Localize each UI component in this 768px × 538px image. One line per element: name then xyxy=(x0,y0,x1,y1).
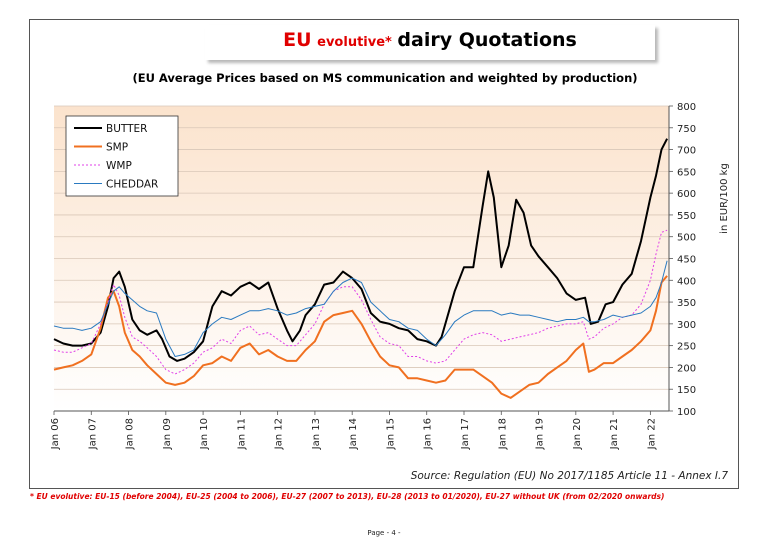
x-tick-label: Jan 09 xyxy=(162,418,173,450)
x-tick-label: Jan 13 xyxy=(311,418,322,450)
y-tick-label: 700 xyxy=(677,146,696,157)
y-tick-label: 650 xyxy=(677,167,696,178)
x-tick-label: Jan 12 xyxy=(274,418,285,450)
x-tick-label: Jan 21 xyxy=(609,418,620,450)
x-tick-label: Jan 14 xyxy=(348,418,359,450)
chart-title: EU evolutive* dairy Quotations xyxy=(205,29,655,51)
legend-box xyxy=(65,115,179,197)
source-note: Source: Regulation (EU) No 2017/1185 Art… xyxy=(410,470,728,482)
x-tick-label: Jan 17 xyxy=(460,418,471,450)
chart-subtitle: (EU Average Prices based on MS communica… xyxy=(132,71,638,85)
title-eu: EU xyxy=(283,29,312,51)
legend: BUTTER SMP WMP CHEDDAR xyxy=(65,115,179,197)
chart-svg: 100 150 200 250 300 350 400 450 500 550 600 650 700 7… xyxy=(50,102,730,450)
axes-group: 100 150 200 250 300 350 400 450 500 550 600 650 700 7… xyxy=(50,102,730,450)
series-line-smp xyxy=(53,275,668,399)
x-tick-label: Jan 15 xyxy=(385,418,396,450)
title-dairy-quotations: dairy Quotations xyxy=(397,29,577,51)
x-tick-label: Jan 08 xyxy=(125,418,136,450)
y-tick-label: 400 xyxy=(677,276,696,287)
grid-lines xyxy=(54,105,669,412)
x-tick-label: Jan 19 xyxy=(535,418,546,450)
series-line-butter xyxy=(53,138,668,362)
y-tick-label: 250 xyxy=(677,342,696,353)
y-tick-label: 100 xyxy=(677,407,696,418)
x-tick-label: Jan 22 xyxy=(646,418,657,450)
footnote: * EU evolutive: EU-15 (before 2004), EU-… xyxy=(30,492,665,501)
series-group xyxy=(53,138,668,399)
y-tick-label: 300 xyxy=(677,320,696,331)
page-number: Page - 4 - xyxy=(367,529,401,537)
y-tick-label: 750 xyxy=(677,124,696,135)
y-tick-label: 450 xyxy=(677,255,696,266)
y-tick-label: 600 xyxy=(677,189,696,200)
y-tick-label: 150 xyxy=(677,385,696,396)
x-tick-label: Jan 10 xyxy=(199,418,210,450)
x-tick-label: Jan 06 xyxy=(50,418,61,450)
x-tick-label: Jan 18 xyxy=(497,418,508,450)
series-line-wmp xyxy=(53,229,668,375)
chart-frame: 100 150 200 250 300 350 400 450 500 550 600 650 700 7… xyxy=(29,19,739,489)
y-tick-label: 500 xyxy=(677,233,696,244)
x-tick-label: Jan 11 xyxy=(236,418,247,450)
legend-label-wmp: WMP xyxy=(106,160,132,172)
y-axis-label: in EUR/100 kg xyxy=(719,163,730,234)
title-box: EU evolutive* dairy Quotations xyxy=(205,25,655,60)
legend-label-butter: BUTTER xyxy=(106,123,147,135)
x-tick-label: Jan 20 xyxy=(572,418,583,450)
x-tick-label: Jan 07 xyxy=(87,418,98,450)
y-tick-label: 200 xyxy=(677,363,696,374)
legend-label-smp: SMP xyxy=(106,142,128,154)
series-line-cheddar xyxy=(53,260,668,357)
x-tick-label: Jan 16 xyxy=(423,418,434,450)
legend-label-cheddar: CHEDDAR xyxy=(106,179,158,191)
y-tick-label: 350 xyxy=(677,298,696,309)
y-tick-label: 550 xyxy=(677,211,696,222)
title-evolutive: evolutive* xyxy=(317,35,392,50)
y-tick-label: 800 xyxy=(677,102,696,113)
